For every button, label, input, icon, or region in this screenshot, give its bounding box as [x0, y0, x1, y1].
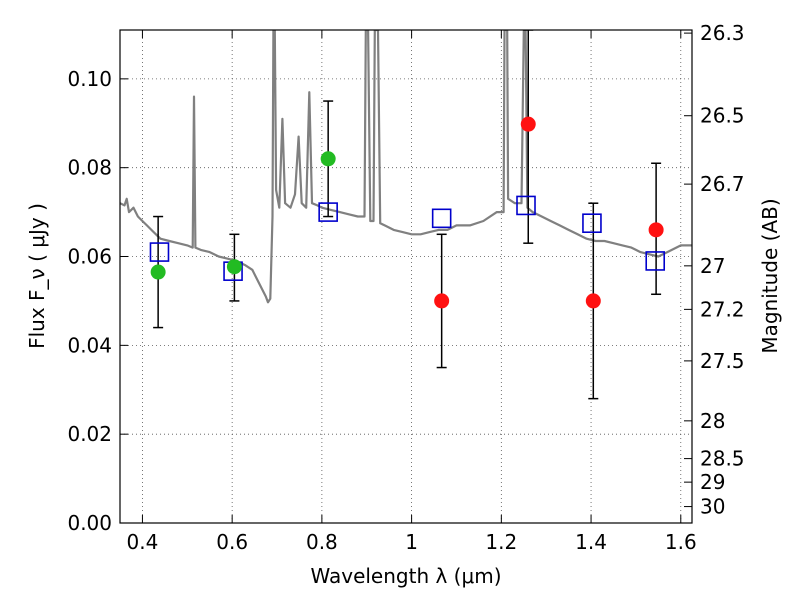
- y-axis-label: Flux F_ν ( μJy ): [25, 203, 49, 349]
- green-data-point: [226, 259, 242, 275]
- right-tick-label: 27.5: [700, 349, 745, 373]
- y-tick-label: 0.06: [67, 245, 112, 269]
- right-tick-label: 28.5: [700, 447, 745, 471]
- model-square: [582, 213, 602, 234]
- plot-frame: [119, 29, 693, 524]
- right-tick-label: 26.3: [700, 21, 745, 45]
- right-tick-label: 27.2: [700, 297, 745, 321]
- red-data-point: [648, 222, 664, 238]
- right-tick-label: 26.5: [700, 104, 745, 128]
- x-tick-label: 1.6: [665, 530, 697, 554]
- right-axis-label: Magnitude (AB): [758, 198, 782, 353]
- plot-data: [120, 30, 692, 400]
- red-data-point: [520, 116, 536, 132]
- axis-ticks: 0.4 0.6 0.8 1 1.2 1.4 1.6 0.00 0.02 0.04 0.06 0.08 0…: [67, 21, 744, 554]
- x-tick-label: 1.2: [485, 530, 517, 554]
- green-data-point: [150, 264, 166, 280]
- spectrum-line: [120, 30, 692, 304]
- right-tick-label: 28: [700, 409, 725, 433]
- y-tick-label: 0.00: [67, 511, 112, 535]
- red-data-point: [585, 293, 601, 309]
- red-data-point: [434, 293, 450, 309]
- model-square: [149, 242, 170, 262]
- x-tick-label: 0.8: [306, 530, 338, 554]
- right-tick-label: 29: [700, 470, 725, 494]
- y-tick-label: 0.08: [67, 156, 112, 180]
- y-tick-label: 0.04: [67, 333, 112, 357]
- right-tick-label: 27: [700, 254, 725, 278]
- model-square: [431, 208, 452, 229]
- model-square: [645, 251, 666, 271]
- right-tick-label: 26.7: [700, 172, 745, 196]
- model-square: [318, 202, 338, 222]
- y-tick-label: 0.02: [67, 422, 112, 446]
- x-axis-label: Wavelength λ (μm): [310, 564, 501, 588]
- y-tick-label: 0.10: [67, 67, 112, 91]
- grid: [120, 30, 692, 524]
- x-tick-label: 0.6: [216, 530, 248, 554]
- model-square: [516, 195, 536, 216]
- right-tick-label: 30: [700, 495, 725, 519]
- green-data-point: [320, 151, 336, 167]
- x-tick-label: 1: [405, 530, 418, 554]
- x-tick-label: 1.4: [575, 530, 607, 554]
- x-tick-label: 0.4: [127, 530, 159, 554]
